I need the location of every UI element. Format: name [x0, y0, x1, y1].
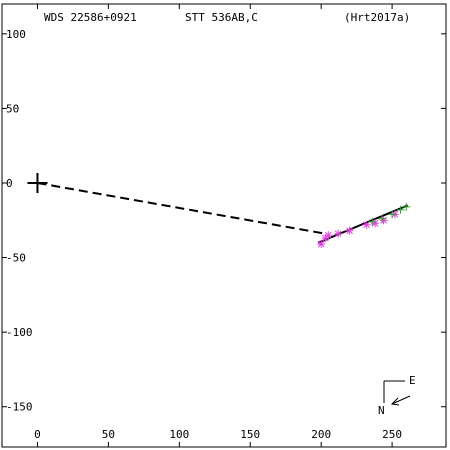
observation-point-plus	[378, 214, 387, 223]
x-tick-label: 150	[240, 428, 260, 441]
reference-code: (Hrt2017a)	[344, 11, 410, 24]
x-tick-label: 200	[311, 428, 331, 441]
orbit-fit-line	[317, 204, 409, 244]
observation-point-asterisk	[334, 229, 343, 238]
marker-stroke	[371, 219, 379, 227]
observation-point-plus	[388, 210, 397, 219]
x-tick-label: 250	[382, 428, 402, 441]
compass-east-label: E	[409, 374, 416, 387]
plot-border	[1, 3, 447, 448]
y-tick-label: -100	[6, 326, 33, 339]
compass-icon: E N	[378, 374, 416, 417]
y-tick-label: 100	[6, 28, 26, 41]
y-tick-label: 50	[6, 102, 19, 115]
observation-point-asterisk	[324, 231, 333, 240]
y-tick-label: -150	[6, 401, 33, 414]
marker-stroke	[334, 230, 342, 238]
observation-point-plus	[368, 217, 377, 226]
motion-arrow-head	[390, 397, 400, 406]
observation-point-plus	[402, 202, 411, 211]
plot-frame	[1, 3, 447, 448]
primary-star-marker	[27, 172, 48, 193]
wds-identifier: WDS 22586+0921	[44, 11, 137, 24]
axis-ticks: 0 50 100 150 200 250 100 50 0 -50 -100 -150	[2, 4, 446, 447]
marker-stroke	[324, 231, 332, 239]
x-tick-label: 100	[169, 428, 189, 441]
marker-stroke	[363, 221, 370, 229]
x-tick-label: 0	[34, 428, 41, 441]
discoverer-designation: STT 536AB,C	[185, 11, 258, 24]
y-tick-label: -50	[6, 252, 26, 265]
dashed-connector-line	[37, 182, 326, 235]
y-tick-label: 0	[6, 177, 13, 190]
observation-point-asterisk	[345, 226, 354, 235]
compass-north-label: N	[378, 404, 385, 417]
observation-point-asterisk	[362, 220, 371, 229]
marker-stroke	[317, 240, 325, 248]
marker-stroke	[346, 227, 353, 235]
observation-point-plus	[396, 205, 405, 214]
marker-stroke	[380, 216, 387, 224]
motion-arrow-shaft	[391, 395, 411, 405]
observation-point-asterisk	[379, 216, 388, 225]
observation-point-asterisk	[317, 240, 326, 249]
x-tick-label: 50	[102, 428, 115, 441]
data-layer	[27, 172, 411, 249]
